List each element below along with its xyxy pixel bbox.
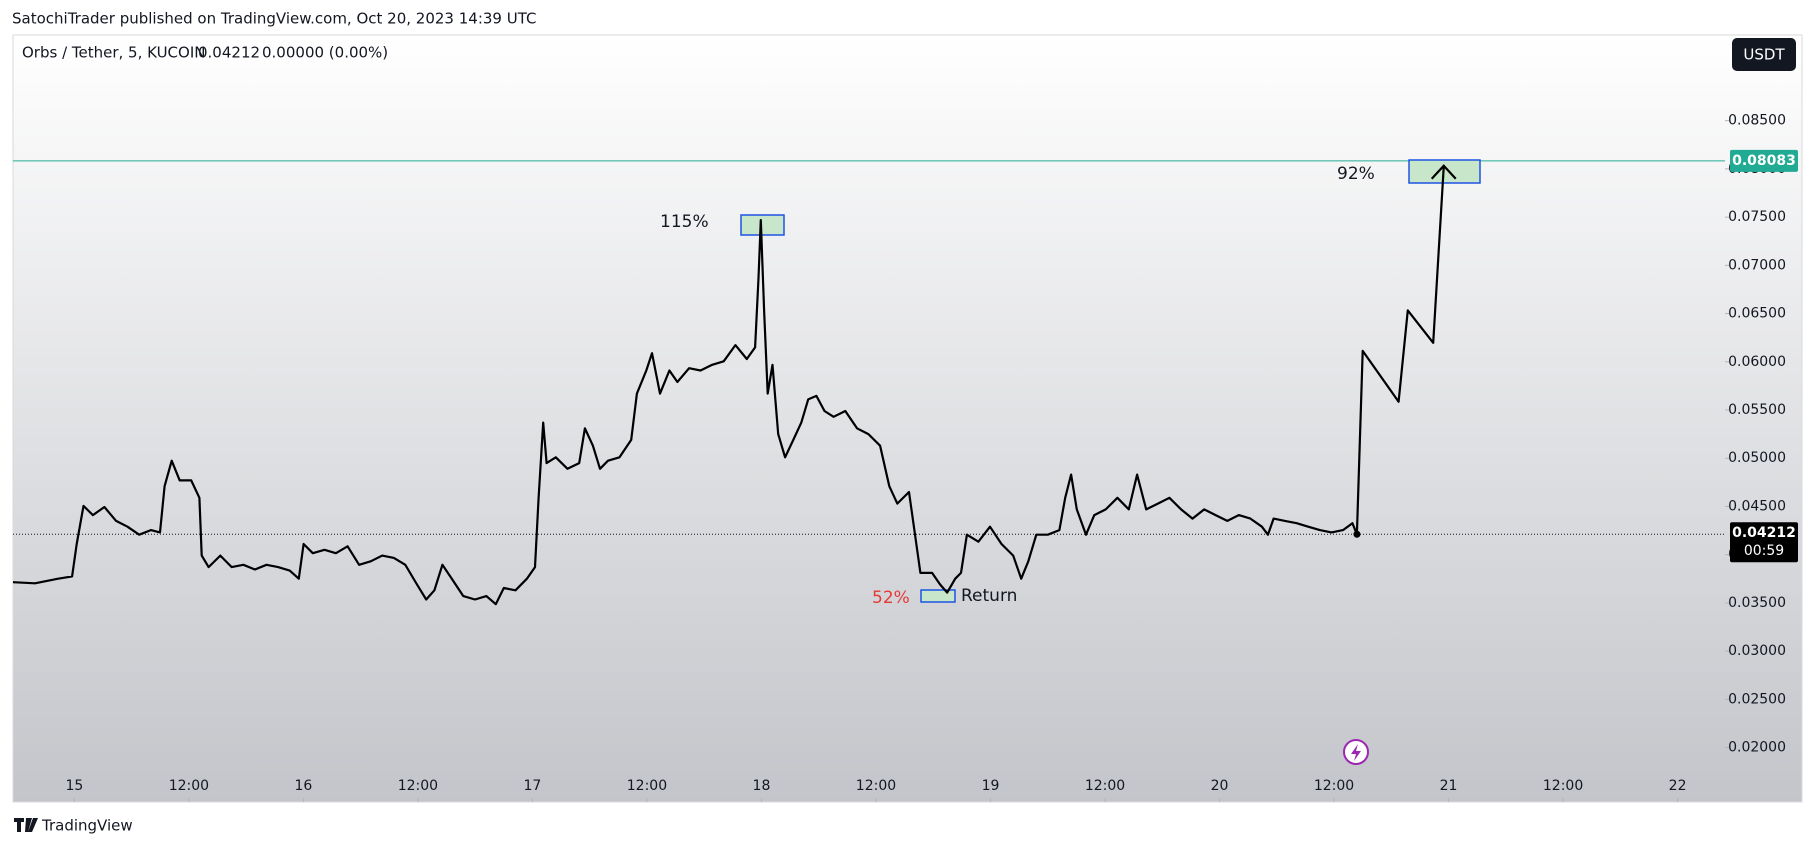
y-tick-label: 0.07500 bbox=[1728, 209, 1786, 225]
y-tick-label: 0.03000 bbox=[1728, 643, 1786, 659]
x-tick-label: 20 bbox=[1211, 778, 1229, 794]
y-tick-label: 0.02000 bbox=[1728, 740, 1786, 756]
x-tick-label: 15 bbox=[65, 778, 83, 794]
x-tick-label: 12:00 bbox=[169, 778, 209, 794]
change: 0.00000 (0.00%) bbox=[262, 44, 388, 62]
currency-button[interactable] bbox=[1732, 38, 1796, 71]
quote: 0.04212 bbox=[198, 44, 260, 62]
price-label: 0.04212 bbox=[1732, 525, 1796, 541]
x-tick-label: 12:00 bbox=[1085, 778, 1125, 794]
x-tick-label: 18 bbox=[753, 778, 771, 794]
level-label: 0.08083 bbox=[1732, 153, 1796, 169]
publisher-line: SatochiTrader published on TradingView.c… bbox=[12, 10, 536, 28]
symbol: Orbs / Tether, 5, KUCOIN bbox=[22, 44, 205, 62]
lightning bbox=[1351, 744, 1361, 761]
y-tick-label: 0.05000 bbox=[1728, 450, 1786, 466]
level-label-bg bbox=[1730, 149, 1798, 172]
y-tick-label: 0.05500 bbox=[1728, 402, 1786, 418]
y-tick-label: 0.04500 bbox=[1728, 498, 1786, 514]
x-tick-label: 12:00 bbox=[398, 778, 438, 794]
arrow-head bbox=[1430, 164, 1457, 180]
x-tick-label: 12:00 bbox=[856, 778, 896, 794]
price-line-series bbox=[1355, 165, 1445, 535]
x-tick-label: 17 bbox=[524, 778, 542, 794]
x-tick-label: 12:00 bbox=[627, 778, 667, 794]
last-dot bbox=[1353, 530, 1361, 538]
price-line-series bbox=[12, 219, 1358, 606]
x-tick-label: 19 bbox=[982, 778, 1000, 794]
y-tick-label: 0.03500 bbox=[1728, 595, 1786, 611]
x-tick-label: 22 bbox=[1669, 778, 1687, 794]
y-tick-label: 0.02500 bbox=[1728, 691, 1786, 707]
annotation: 92% bbox=[1337, 164, 1375, 184]
footer-brand: TradingView bbox=[41, 817, 133, 835]
price-label-bg bbox=[1730, 522, 1798, 563]
y-tick-label: 0.06000 bbox=[1728, 354, 1786, 370]
x-tick-label: 16 bbox=[294, 778, 312, 794]
x-tick-label: 12:00 bbox=[1543, 778, 1583, 794]
y-tick-label: 0.06500 bbox=[1728, 306, 1786, 322]
x-tick-label: 21 bbox=[1440, 778, 1458, 794]
tv-logo bbox=[14, 818, 38, 832]
chart-pane bbox=[12, 34, 1803, 803]
y-tick-label: 0.08500 bbox=[1728, 113, 1786, 129]
target-box bbox=[740, 214, 785, 236]
target-box bbox=[920, 589, 956, 603]
annotation: Return bbox=[961, 586, 1017, 606]
countdown: 00:59 bbox=[1744, 543, 1784, 559]
x-tick-label: 12:00 bbox=[1314, 778, 1354, 794]
annotation: 52% bbox=[872, 588, 910, 608]
y-tick-label: 0.07000 bbox=[1728, 257, 1786, 273]
annotation: 115% bbox=[660, 212, 709, 232]
currency-label: USDT bbox=[1743, 46, 1785, 64]
